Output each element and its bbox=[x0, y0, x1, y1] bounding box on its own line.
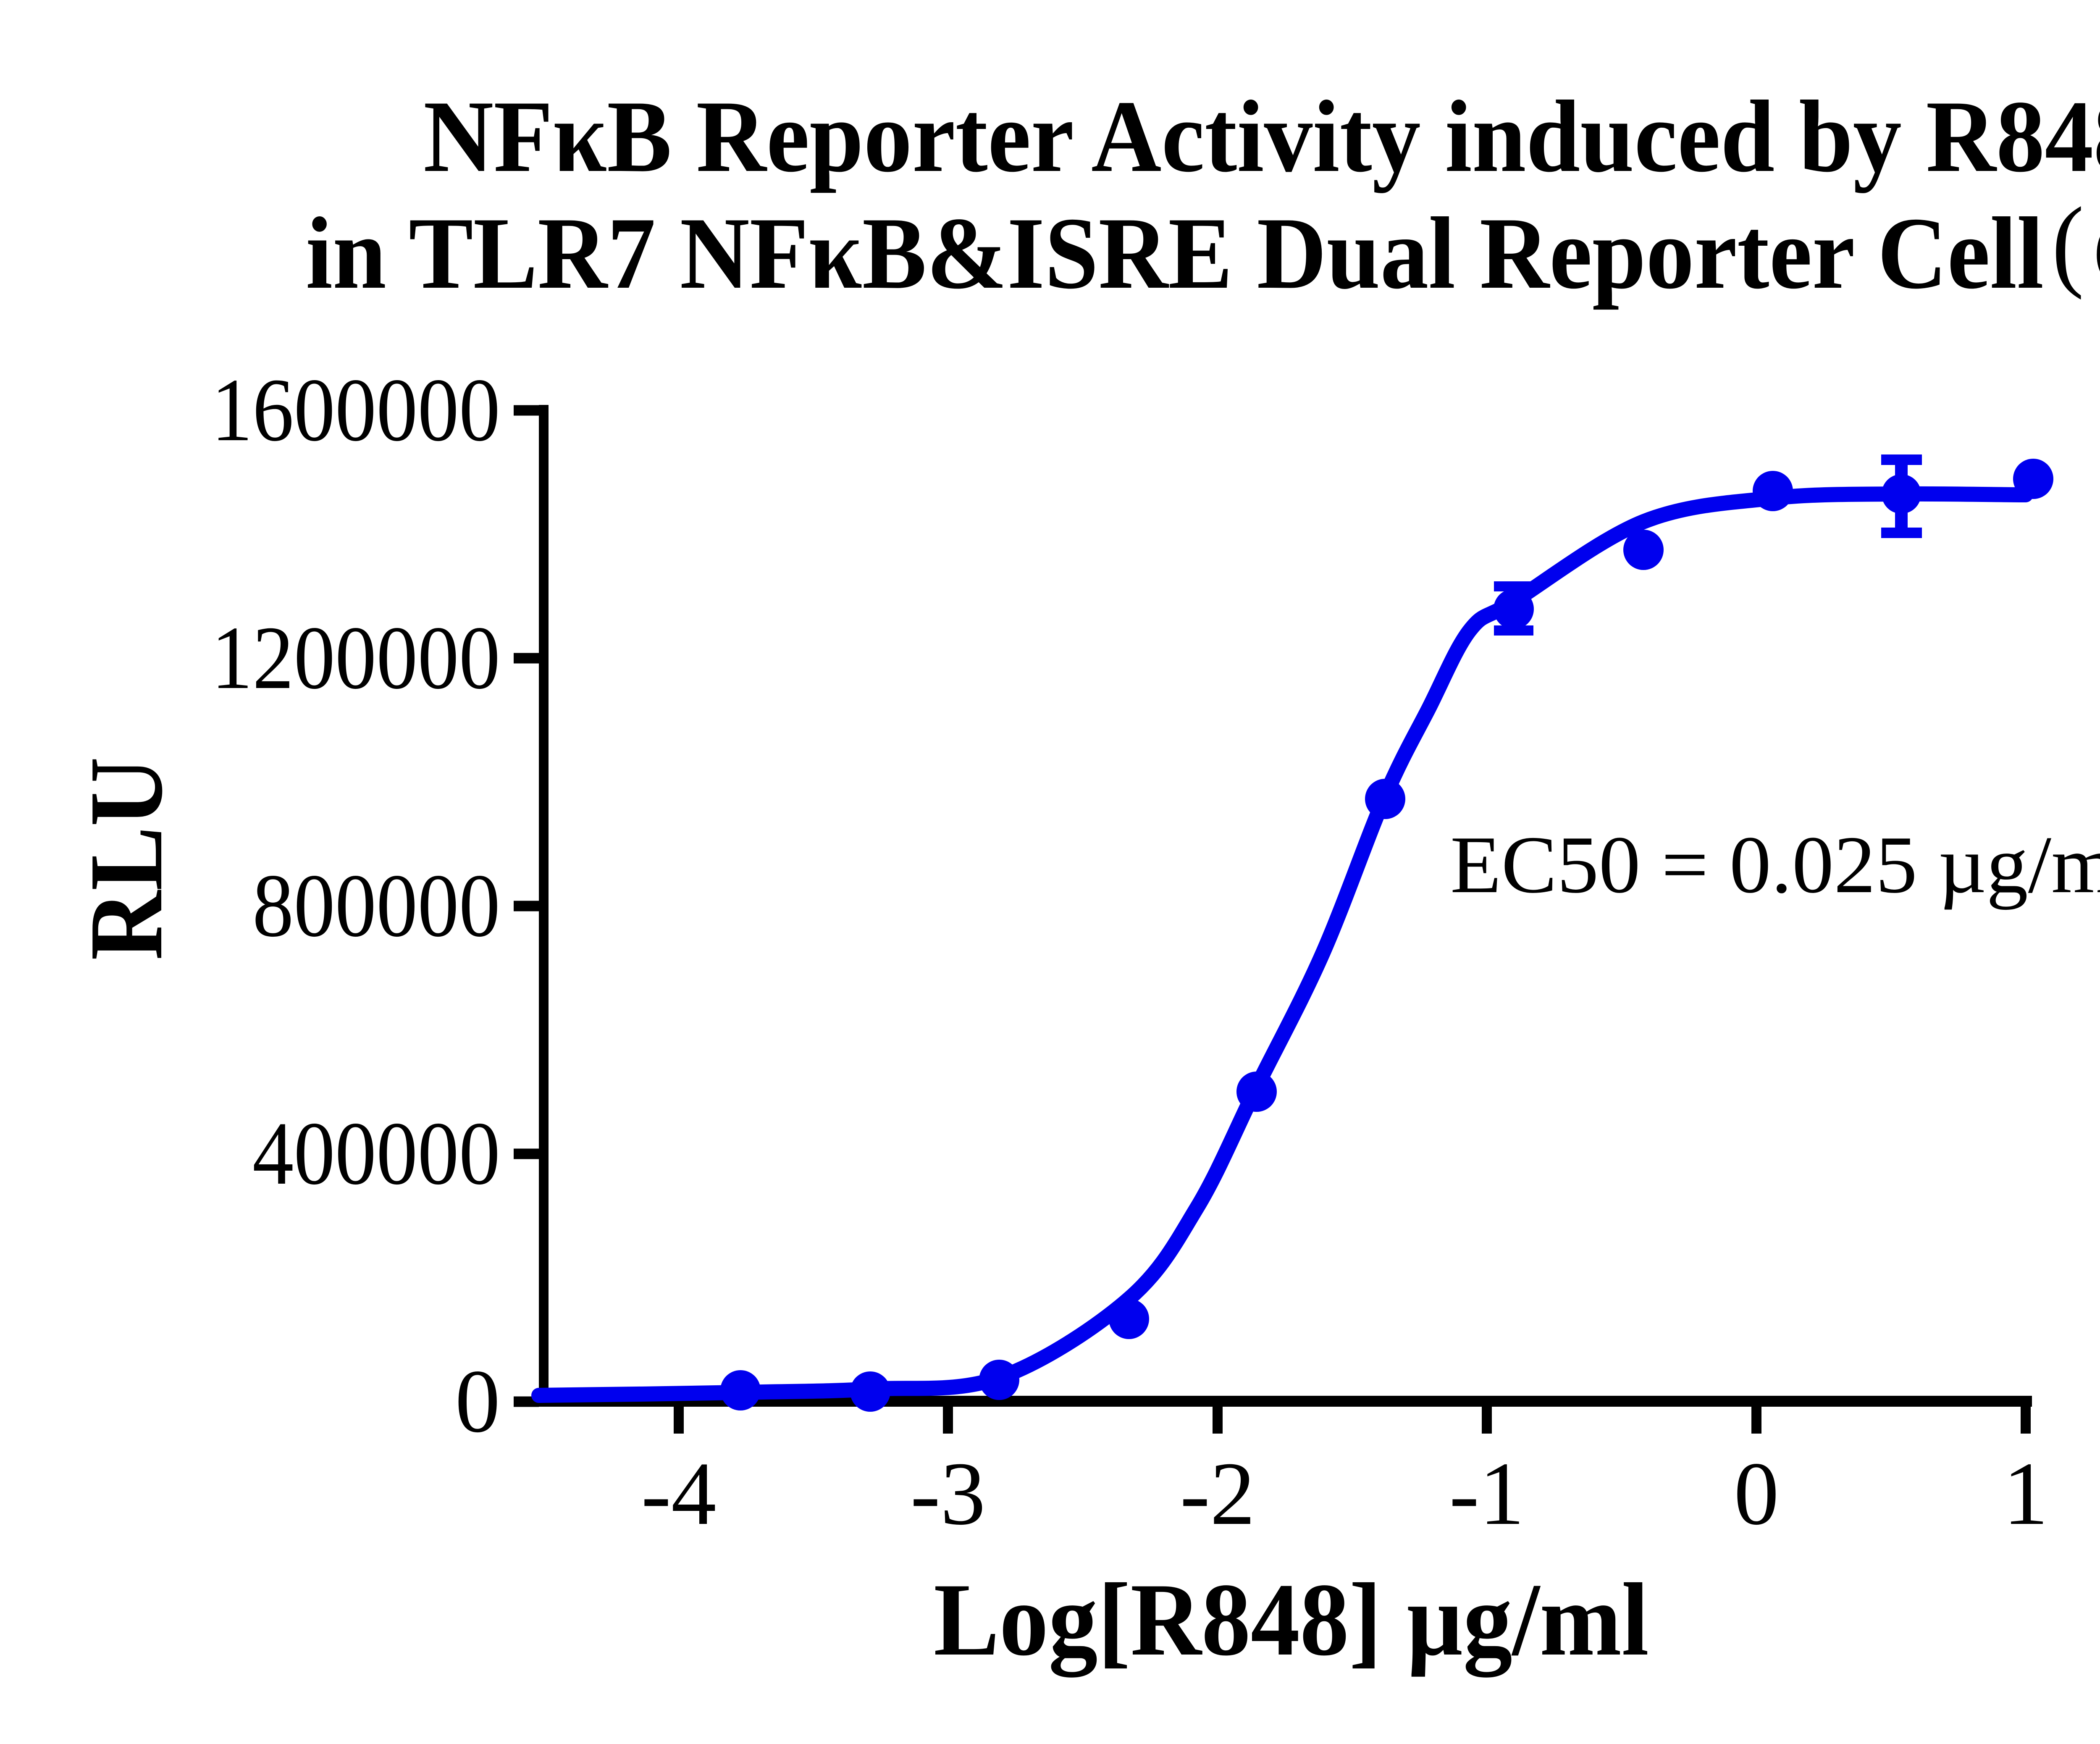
svg-text:0: 0 bbox=[1734, 1443, 1779, 1544]
svg-text:1600000: 1600000 bbox=[211, 360, 500, 460]
svg-text:in TLR7 NFκB&ISRE Dual Reporte: in TLR7 NFκB&ISRE Dual Reporter Cell ( C… bbox=[306, 186, 2100, 310]
svg-text:-3: -3 bbox=[910, 1443, 985, 1544]
svg-text:400000: 400000 bbox=[252, 1103, 500, 1203]
svg-text:-2: -2 bbox=[1180, 1443, 1255, 1544]
svg-text:RLU: RLU bbox=[68, 757, 184, 960]
svg-text:1: 1 bbox=[2003, 1443, 2048, 1544]
svg-text:0: 0 bbox=[455, 1351, 501, 1451]
svg-text:Log[R848] µg/ml: Log[R848] µg/ml bbox=[934, 1562, 1649, 1678]
svg-text:1200000: 1200000 bbox=[211, 607, 500, 708]
svg-text:-1: -1 bbox=[1449, 1443, 1524, 1544]
svg-text:-4: -4 bbox=[641, 1443, 716, 1544]
svg-text:NFκB Reporter Activity induced: NFκB Reporter Activity induced by R848 bbox=[423, 79, 2100, 193]
svg-text:800000: 800000 bbox=[252, 855, 500, 956]
svg-text:EC50 = 0.025 µg/ml: EC50 = 0.025 µg/ml bbox=[1450, 819, 2100, 910]
